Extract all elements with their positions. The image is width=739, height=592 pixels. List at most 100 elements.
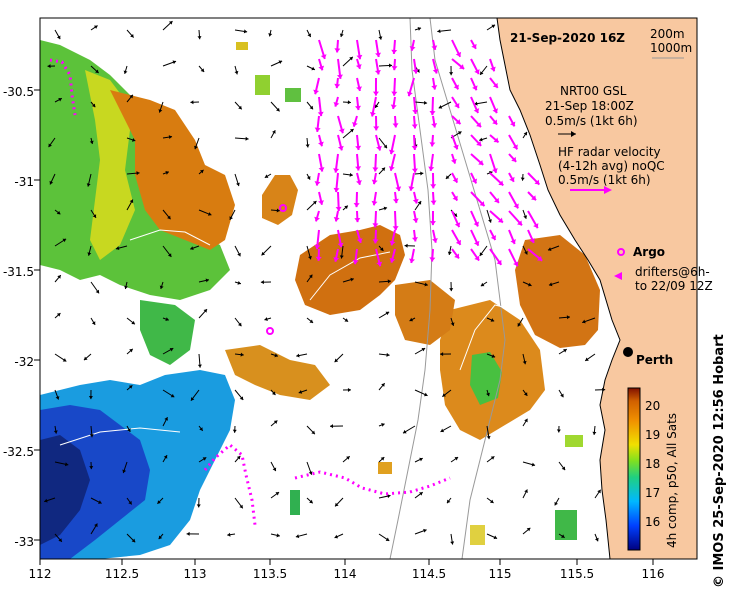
sst-contour xyxy=(59,427,181,446)
isobath-legend-1000m: 1000m xyxy=(650,41,692,55)
gsl-vector-head xyxy=(170,393,175,398)
gsl-vector-head xyxy=(479,252,484,256)
radar-vector-head xyxy=(454,253,459,259)
radar-vector-head xyxy=(429,221,436,226)
gsl-vector-head xyxy=(207,212,212,216)
sst-contour xyxy=(459,304,516,371)
gsl-vector-head xyxy=(480,282,485,287)
radar-vector-head xyxy=(474,255,480,261)
gsl-vector-head xyxy=(128,385,133,389)
radar-vector-head xyxy=(333,187,340,193)
gsl-vector-head xyxy=(349,56,353,61)
drifter-legend-marker xyxy=(614,272,622,280)
gsl-vector-head xyxy=(91,103,96,108)
gsl-vector-head xyxy=(445,175,450,179)
radar-vector-head xyxy=(318,141,324,147)
sst-patch-east xyxy=(515,235,600,348)
gsl-vector-head xyxy=(309,105,314,110)
gsl-vector-head xyxy=(163,455,168,459)
radar-vector-head xyxy=(373,126,380,131)
gsl-vector-head xyxy=(197,36,202,40)
gsl-vector-head xyxy=(548,282,553,287)
gsl-vector-head xyxy=(386,352,390,357)
gsl-vector-head xyxy=(87,252,92,256)
sst-patch-mid-east xyxy=(395,280,455,345)
radar-vector-head xyxy=(356,54,363,60)
radar-vector-head xyxy=(473,221,480,227)
gsl-vector-head xyxy=(308,274,313,279)
radar-vector-head xyxy=(431,123,438,128)
colorbar-tick-label: 17 xyxy=(645,486,660,500)
radar-vector-head xyxy=(389,257,396,263)
gsl-vector-head xyxy=(203,309,208,313)
gsl-vector-head xyxy=(236,182,240,187)
radar-vector-head xyxy=(453,84,459,90)
radar-vector-head xyxy=(411,145,418,150)
radar-vector-head xyxy=(355,105,361,111)
gsl-vector-head xyxy=(129,348,133,353)
gsl-vector-head xyxy=(385,537,390,541)
gsl-vector-head xyxy=(194,145,198,150)
sst-contour xyxy=(309,251,391,301)
x-tick-label: 113.5 xyxy=(253,567,287,581)
gsl-vector-head xyxy=(229,216,234,220)
gsl-vector-head xyxy=(421,347,426,352)
radar-vector-head xyxy=(533,223,539,229)
radar-vector-head xyxy=(374,70,381,75)
gsl-vector-head xyxy=(524,418,528,423)
gsl-vector-head xyxy=(334,534,339,539)
gsl-vector-head xyxy=(404,243,408,248)
gsl-vector-head xyxy=(308,471,313,475)
gsl-legend-line-2: 21-Sep 18:00Z xyxy=(545,99,634,113)
sst-patch-southwest-navy xyxy=(40,435,90,545)
colorbar-tick-label: 18 xyxy=(645,457,660,471)
gsl-vector-head xyxy=(56,35,61,40)
gsl-vector-head xyxy=(274,353,278,358)
gsl-vector-head xyxy=(48,143,52,148)
radar-vector-head xyxy=(428,166,435,171)
gsl-vector-head xyxy=(563,349,567,353)
radar-vector-head xyxy=(471,43,477,49)
radar-vector-head xyxy=(412,198,419,204)
gsl-vector-head xyxy=(547,247,552,251)
radar-vector-head xyxy=(476,122,481,128)
gsl-vector-head xyxy=(53,430,58,434)
gsl-vector-head xyxy=(89,466,94,470)
radar-vector-head xyxy=(474,69,480,75)
gsl-vector-head xyxy=(130,33,134,38)
drifter-track xyxy=(49,58,77,116)
gsl-vector-head xyxy=(94,523,98,528)
gsl-vector-head xyxy=(205,278,209,283)
sst-fleck xyxy=(565,435,583,447)
gsl-vector-head xyxy=(344,205,348,210)
radar-vector-head xyxy=(313,89,320,95)
gsl-vector-head xyxy=(417,201,422,205)
radar-legend-line-3: 0.5m/s (1kt 6h) xyxy=(558,173,651,187)
radar-vector-head xyxy=(355,145,362,151)
radar-vector-head xyxy=(455,119,461,125)
gsl-vector-head xyxy=(158,109,163,113)
gsl-vector-head xyxy=(474,101,478,106)
gsl-vector-head xyxy=(197,364,202,368)
drifter-legend-line-2: to 22/09 12Z xyxy=(635,279,713,293)
gsl-vector-head xyxy=(92,214,97,218)
gsl-vector-head xyxy=(172,60,177,65)
gsl-vector-head xyxy=(200,68,205,72)
gsl-vector-head xyxy=(523,215,528,219)
sst-fleck xyxy=(255,75,270,95)
gsl-vector-head xyxy=(582,319,586,324)
map-title: 21-Sep-2020 16Z xyxy=(510,31,625,45)
gsl-vector-head xyxy=(93,25,98,29)
city-marker-perth xyxy=(623,347,633,357)
radar-vector-head xyxy=(510,239,516,244)
gsl-vector-head xyxy=(272,467,277,472)
sst-fleck xyxy=(555,510,577,540)
gsl-vector-head xyxy=(527,282,532,287)
drifter-track xyxy=(203,443,257,526)
coastline xyxy=(496,18,621,559)
x-tick-label: 113 xyxy=(184,567,207,581)
radar-vector-head xyxy=(412,109,419,114)
y-tick-label: -31.5 xyxy=(3,265,34,279)
gsl-vector-head xyxy=(199,169,204,174)
radar-vector-head xyxy=(392,198,399,204)
